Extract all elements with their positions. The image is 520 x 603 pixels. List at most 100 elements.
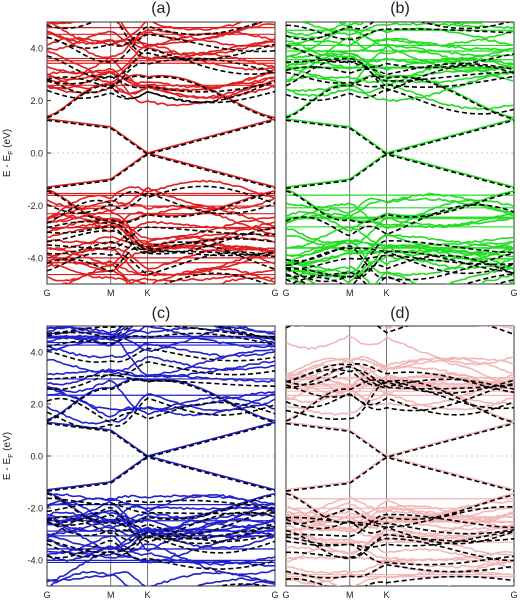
band-line: [65, 269, 275, 284]
reference-band-line: [286, 204, 514, 237]
band-line: [47, 74, 275, 119]
band-line: [47, 392, 275, 418]
reference-band-line: [47, 57, 275, 89]
y-tick-label: -4.0: [27, 556, 43, 566]
y-tick-label: 0.0: [30, 149, 43, 159]
reference-band-line: [286, 271, 514, 284]
band-line: [47, 245, 275, 270]
band-line: [286, 358, 514, 389]
x-tick-label: M: [346, 288, 354, 298]
reference-band-line: [47, 153, 275, 190]
band-line: [47, 235, 275, 253]
y-tick-label: 4.0: [30, 348, 43, 358]
reference-band-line: [47, 492, 275, 526]
bands-layer: [286, 326, 514, 586]
band-line: [286, 355, 514, 376]
reference-band-line: [47, 539, 275, 570]
band-line: [286, 211, 514, 245]
reference-band-line: [47, 511, 275, 543]
y-tick-label: 2.0: [30, 96, 43, 106]
x-tick-label: G: [43, 590, 50, 600]
reference-band-line: [286, 239, 514, 278]
reference-band-line: [286, 529, 514, 559]
reference-band-line: [47, 326, 275, 341]
band-line: [47, 355, 275, 386]
x-tick-label: K: [145, 590, 151, 600]
band-line: [286, 241, 514, 277]
band-line: [286, 152, 514, 188]
band-line: [286, 541, 514, 569]
x-tick-label: K: [384, 590, 390, 600]
band-line: [300, 22, 514, 36]
reference-band-line: [47, 191, 275, 215]
reference-band-line: [286, 275, 409, 284]
reference-band-line: [286, 368, 514, 391]
x-tick-label: M: [107, 590, 115, 600]
band-line: [286, 374, 514, 416]
reference-band-line: [286, 382, 514, 412]
reference-band-line: [286, 254, 514, 270]
band-line: [47, 326, 275, 334]
band-line: [47, 202, 275, 237]
reference-band-line: [47, 374, 275, 388]
y-tick-label: -4.0: [27, 253, 43, 263]
band-line: [47, 520, 275, 549]
band-line: [47, 326, 275, 336]
x-tick-label: M: [346, 590, 354, 600]
reference-band-line: [47, 225, 275, 255]
band-line: [47, 70, 275, 107]
reference-band-line: [47, 397, 275, 429]
band-line: [286, 265, 514, 284]
reference-band-line: [47, 397, 275, 423]
band-line: [47, 358, 275, 378]
reference-band-line: [286, 71, 514, 88]
band-line: [47, 22, 247, 45]
band-line: [47, 326, 129, 336]
reference-band-line: [286, 22, 512, 41]
reference-band-line: [286, 492, 514, 526]
reference-band-line: [286, 24, 514, 41]
reference-band-line: [47, 332, 275, 348]
x-tick-label: K: [384, 288, 390, 298]
y-axis-label: E - EF (eV): [2, 129, 15, 177]
band-line: [286, 22, 489, 37]
band-line: [286, 27, 514, 58]
band-line: [286, 388, 514, 411]
x-tick-label: K: [145, 288, 151, 298]
x-tick-label: M: [107, 288, 115, 298]
reference-band-line: [286, 540, 514, 566]
reference-band-line: [288, 254, 514, 284]
x-tick-label: G: [282, 590, 289, 600]
band-line: [60, 266, 275, 284]
band-line: [286, 421, 514, 457]
reference-band-line: [286, 505, 514, 529]
reference-band-line: [47, 78, 275, 104]
reference-band-line: [47, 22, 275, 61]
band-line: [286, 26, 514, 47]
band-line: [47, 455, 275, 491]
reference-band-line: [286, 575, 514, 586]
band-line: [47, 342, 275, 359]
reference-band-line: [47, 76, 275, 93]
band-line: [286, 82, 514, 111]
band-line: [286, 334, 514, 366]
panel-title: (b): [390, 0, 410, 17]
band-line: [47, 220, 275, 245]
band-line: [47, 152, 275, 188]
panel-title: (a): [151, 0, 171, 17]
reference-band-line: [47, 190, 275, 224]
reference-band-line: [47, 456, 275, 492]
reference-band-line: [47, 499, 275, 513]
band-line: [286, 27, 514, 48]
x-tick-label: G: [43, 288, 50, 298]
y-tick-label: 4.0: [30, 44, 43, 54]
reference-band-line: [286, 153, 514, 190]
reference-band-line: [286, 245, 514, 281]
reference-band-line: [286, 422, 514, 459]
reference-band-line: [286, 513, 514, 537]
y-tick-label: 2.0: [30, 400, 43, 410]
x-tick-label: G: [510, 590, 517, 600]
band-line: [47, 220, 275, 251]
band-line: [286, 287, 514, 300]
